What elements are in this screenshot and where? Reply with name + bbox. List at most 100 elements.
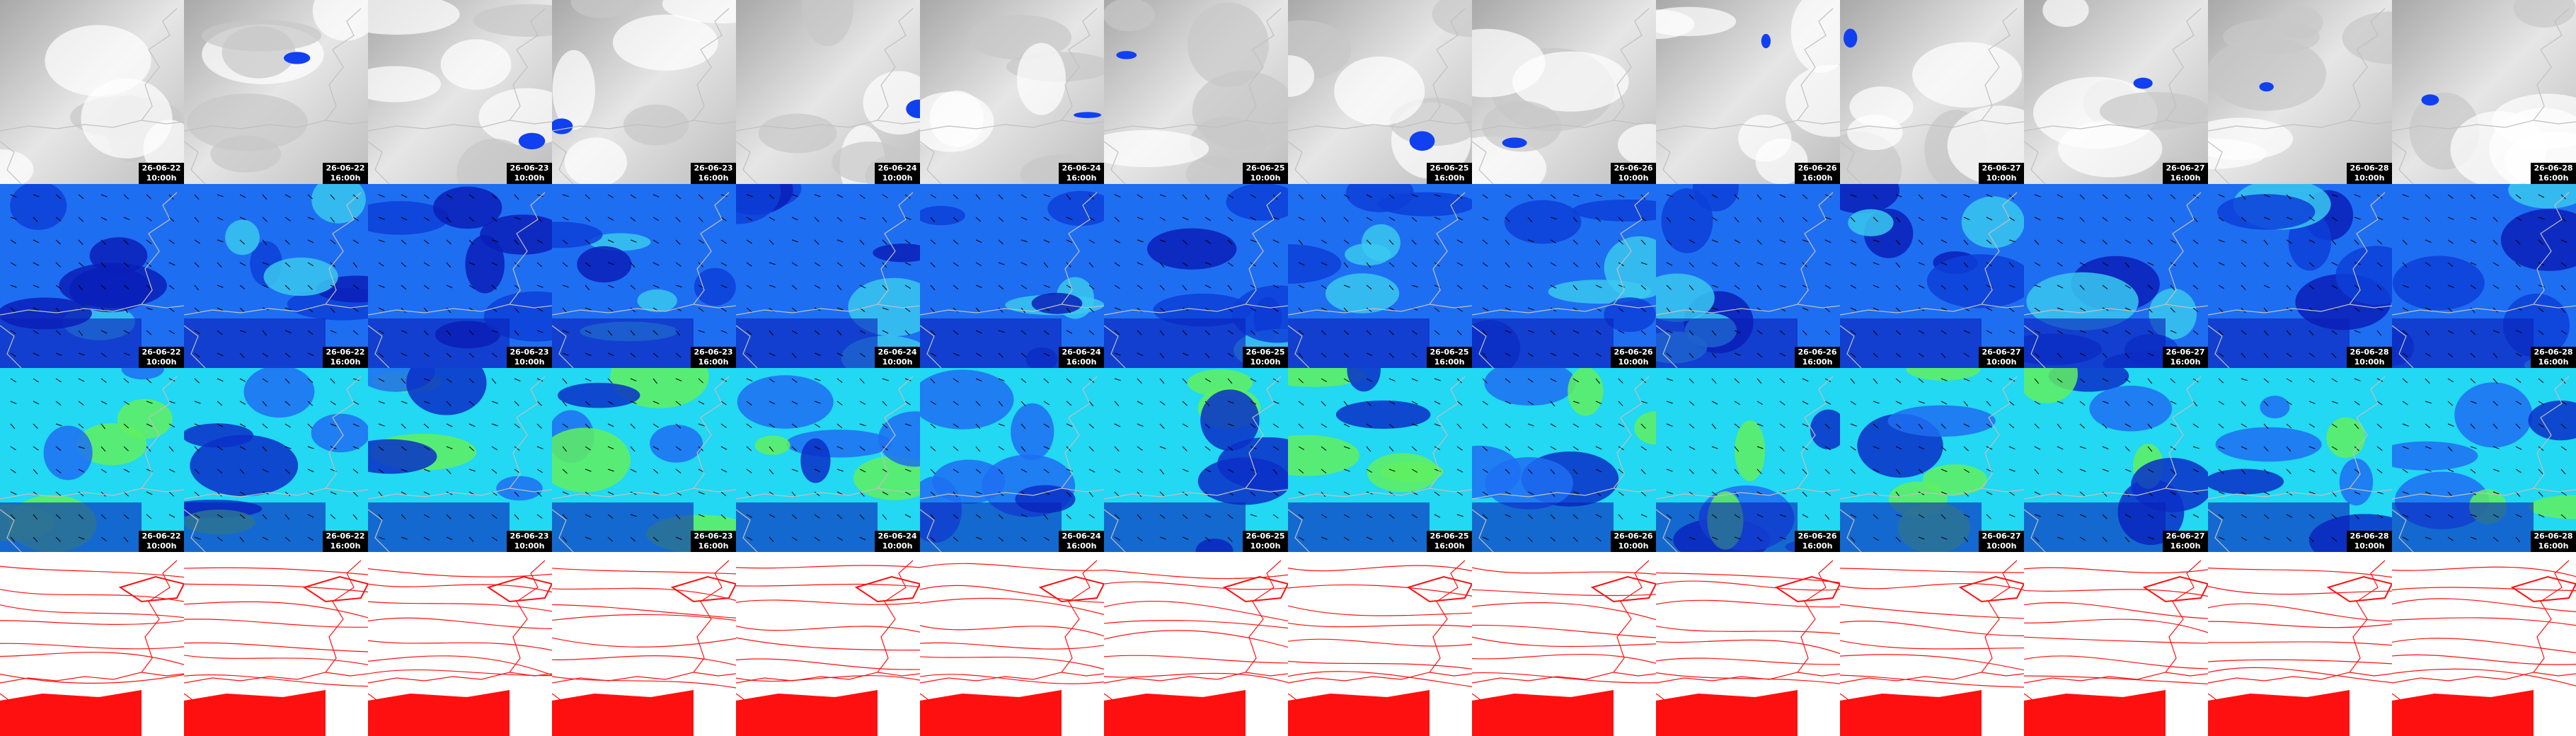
- wind-arrow: [1572, 378, 1579, 383]
- wind-arrow: [836, 239, 844, 243]
- wind-arrow: [2515, 514, 2522, 518]
- wind-arrow: [698, 491, 705, 495]
- isobar: [1104, 672, 1288, 683]
- date-label: 26-06-26: [1798, 347, 1836, 357]
- wind-arrow: [1456, 262, 1464, 266]
- isobar: [1104, 581, 1288, 590]
- wind-arrow: [769, 194, 775, 200]
- wind-arrow: [1482, 423, 1488, 429]
- wind-arrow: [194, 378, 200, 384]
- wind-arrow: [607, 217, 614, 221]
- iberia-contours: [552, 690, 694, 736]
- date-label: 26-06-28: [2534, 163, 2572, 173]
- wind-arrow: [1527, 352, 1534, 357]
- map-cell: [1840, 552, 2024, 736]
- wind-arrow: [2515, 446, 2522, 450]
- wind-arrow: [1963, 446, 1969, 452]
- isobar: [0, 652, 184, 665]
- wind-patch: [121, 368, 164, 380]
- wind-arrow: [2008, 514, 2016, 517]
- wind-arrow: [675, 536, 682, 540]
- wind-arrow: [1066, 514, 1071, 519]
- wind-arrow: [2008, 330, 2016, 334]
- wind-arrow: [1204, 514, 1212, 518]
- wind-arrow: [1986, 514, 1991, 519]
- wind-arrow: [975, 491, 982, 495]
- wind-arrow: [1850, 378, 1856, 384]
- wind-arrow: [1343, 262, 1349, 268]
- wind-arrow: [1321, 194, 1326, 200]
- wind-arrow: [168, 378, 176, 381]
- wind-arrow: [607, 239, 614, 243]
- wind-arrow: [217, 491, 222, 497]
- wind-arrow: [423, 239, 430, 244]
- wind-arrow: [1366, 330, 1372, 335]
- wind-arrow: [1572, 446, 1579, 451]
- time-label: 10:00h: [882, 541, 913, 551]
- wind-arrow: [1779, 401, 1786, 406]
- wind-arrow: [1343, 307, 1349, 313]
- date-label: 26-06-24: [1062, 347, 1100, 357]
- wind-arrow: [746, 468, 752, 473]
- wind-arrow: [1666, 514, 1672, 519]
- wind-arrow: [514, 284, 520, 289]
- wind-patch: [1887, 405, 1996, 437]
- coastline: [2392, 560, 2576, 736]
- wind-arrow: [1343, 378, 1350, 383]
- wind-arrow: [675, 330, 681, 336]
- wind-arrow: [446, 307, 452, 314]
- wind-arrow: [1227, 423, 1234, 427]
- wind-arrow: [814, 378, 821, 381]
- coastline: [2392, 8, 2576, 184]
- wind-arrow: [1802, 468, 1807, 475]
- wind-patch: [932, 459, 1006, 504]
- wind-arrow: [514, 514, 519, 520]
- wind-arrow: [746, 330, 752, 335]
- wind-arrow: [307, 194, 313, 200]
- isobar: [1840, 674, 2024, 688]
- wind-arrow: [2425, 330, 2430, 336]
- wind-arrow: [1640, 284, 1646, 290]
- wind-arrow: [194, 217, 200, 223]
- wind-patch: [1047, 190, 1104, 226]
- time-label: 10:00h: [1618, 541, 1649, 551]
- wind-arrow: [1618, 284, 1625, 288]
- wind-arrow: [1505, 536, 1511, 541]
- coastline: [2024, 192, 2208, 368]
- wind-arrow: [239, 307, 245, 313]
- wind-arrow: [652, 514, 659, 519]
- wind-arrow: [284, 536, 291, 542]
- wind-arrow: [401, 401, 408, 404]
- wind-arrow: [1114, 378, 1121, 381]
- wind-arrow: [1250, 239, 1257, 243]
- label-box: [1243, 347, 1288, 368]
- label-box: [1979, 531, 2024, 552]
- wind-arrow: [446, 378, 452, 383]
- wind-arrow: [78, 468, 85, 473]
- wind-arrow: [720, 378, 728, 382]
- wind-arrow: [791, 262, 798, 267]
- wind-arrow: [2008, 401, 2015, 406]
- wind-arrow: [1689, 194, 1694, 200]
- wind-arrow: [1298, 378, 1304, 384]
- wind-arrow: [1321, 378, 1328, 382]
- iberia-contours: [1288, 690, 1430, 736]
- wind-arrow: [1250, 514, 1257, 517]
- cloud-patch: [1512, 51, 1629, 112]
- wind-arrow: [1918, 239, 1924, 245]
- wind-arrow: [1411, 239, 1417, 245]
- wind-arrow: [1802, 239, 1809, 243]
- coastline: [2024, 8, 2208, 184]
- date-label: 26-06-25: [1430, 347, 1468, 357]
- wind-arrow: [2124, 352, 2130, 359]
- cloud-patch: [2208, 117, 2294, 161]
- wind-arrow: [2192, 491, 2200, 495]
- wind-arrow: [2170, 468, 2176, 474]
- wind-arrow: [10, 262, 17, 266]
- wind-arrow: [1618, 239, 1623, 245]
- wind-arrow: [2034, 352, 2040, 358]
- wind-arrow: [536, 194, 544, 197]
